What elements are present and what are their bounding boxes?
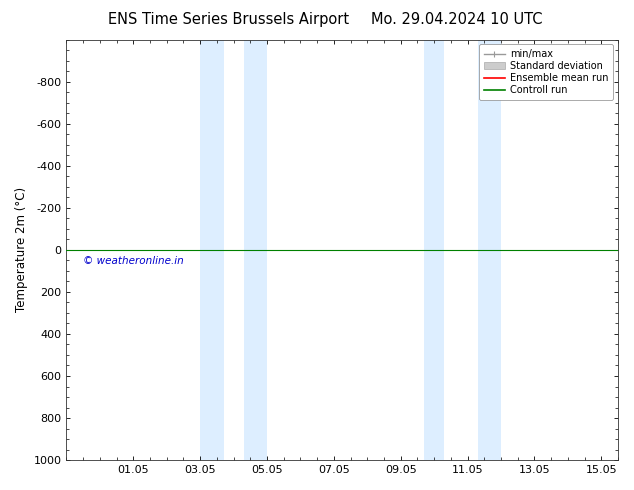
Text: Mo. 29.04.2024 10 UTC: Mo. 29.04.2024 10 UTC xyxy=(371,12,542,27)
Bar xyxy=(477,40,501,460)
Y-axis label: Temperature 2m (°C): Temperature 2m (°C) xyxy=(15,187,28,313)
Bar xyxy=(243,40,267,460)
Legend: min/max, Standard deviation, Ensemble mean run, Controll run: min/max, Standard deviation, Ensemble me… xyxy=(479,45,613,100)
Text: ENS Time Series Brussels Airport: ENS Time Series Brussels Airport xyxy=(108,12,349,27)
Text: © weatheronline.in: © weatheronline.in xyxy=(83,256,184,266)
Bar xyxy=(200,40,224,460)
Bar xyxy=(424,40,444,460)
